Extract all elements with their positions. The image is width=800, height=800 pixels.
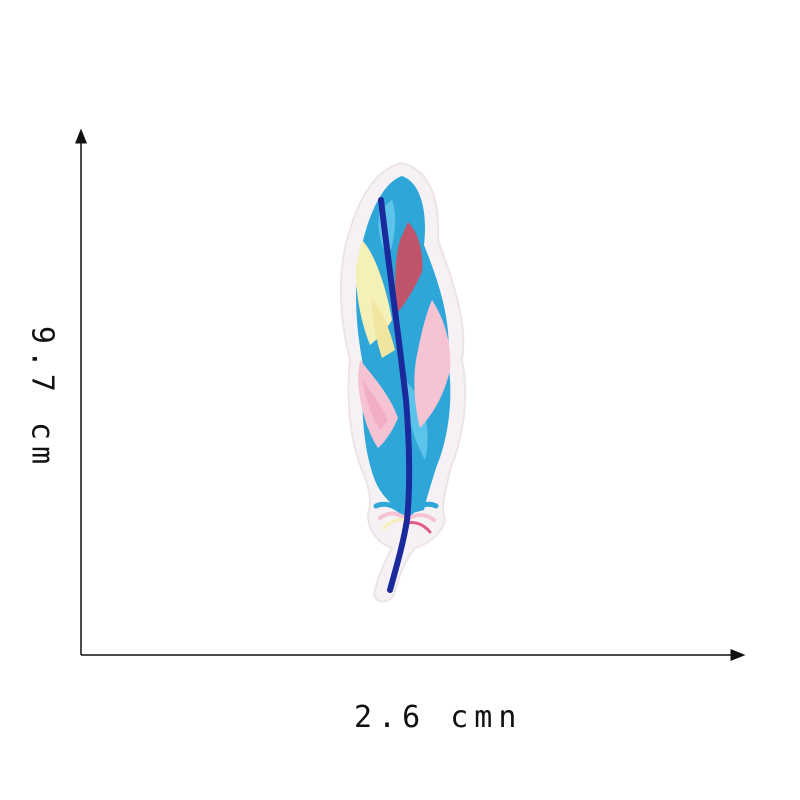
- feather-yellow-segment: [372, 300, 395, 358]
- width-measurement-label: 2.6 cmn: [354, 700, 523, 735]
- feather-barb: [378, 511, 407, 520]
- feather-barb: [373, 501, 408, 518]
- feather-highlight: [405, 380, 428, 460]
- feather-shaft: [378, 197, 413, 593]
- feather-barb: [406, 521, 432, 534]
- feather-barb: [406, 513, 436, 522]
- feather-barb: [382, 518, 408, 530]
- feather-pink-segment: [362, 380, 388, 430]
- feather-pink-segment: [414, 300, 451, 428]
- height-measurement-label: 9.7 cm: [24, 325, 60, 471]
- feather-rose-segment: [395, 222, 423, 312]
